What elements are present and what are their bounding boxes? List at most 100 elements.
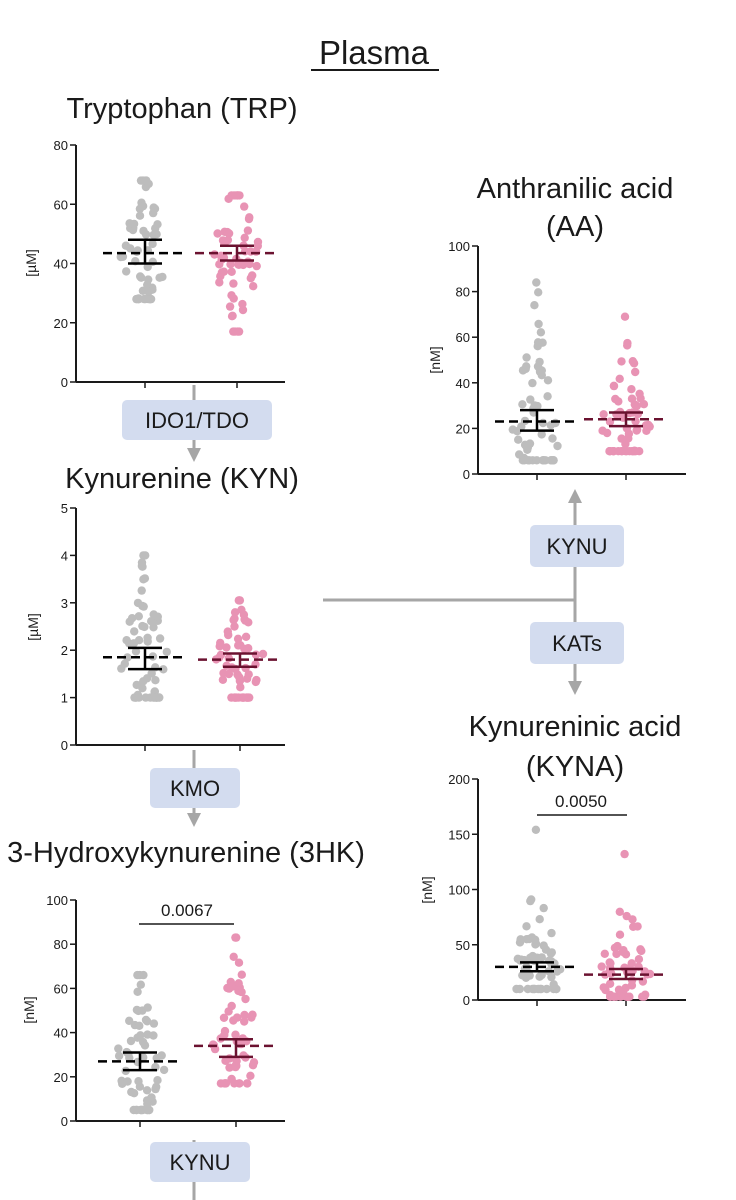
panel-aa-ytick-label: 0: [463, 467, 470, 482]
panel-aa-group2-point: [602, 428, 612, 438]
panel-aa-group1-point: [517, 422, 526, 431]
panel-aa-group1-point: [537, 366, 546, 375]
panel-aa-group1-point: [548, 434, 557, 443]
panel-kyn-group2-point: [236, 683, 245, 692]
panel-aa-plot: 0 20 40 60 80 100: [448, 239, 686, 482]
panel-trp-group1-point: [122, 267, 131, 276]
panel-aa-ytick-label: 60: [456, 330, 470, 345]
panel-trp-group2-point: [225, 302, 235, 311]
panel-kyn-group1-point: [143, 633, 152, 642]
panel-kyn-group1-point: [134, 693, 144, 702]
panel-3hk-group2-point: [230, 1079, 239, 1088]
panel-3hk-group2-point: [234, 958, 244, 967]
panel-kyn-group1-point: [154, 693, 164, 702]
panel-aa-group1-point: [537, 430, 546, 439]
panel-3hk-group1-point: [135, 1021, 144, 1030]
panel-kyna-group2-point: [625, 992, 634, 1001]
panel-kyna-ylabel: [nM]: [419, 876, 435, 903]
pathway-arrowheads: [187, 448, 582, 827]
panel-kyn-group2-point: [224, 669, 234, 679]
panel-trp-group1-point: [144, 179, 153, 189]
panel-kyna-group2-point: [597, 962, 606, 971]
panel-3hk-group2-point: [221, 1079, 230, 1088]
panel-kyna-group1-point: [537, 953, 546, 962]
panel-trp-group2-point: [238, 305, 248, 315]
panel-kyna-group1-point: [535, 915, 544, 924]
panel-trp-group1-point: [153, 220, 162, 229]
panel-aa-group2-point: [627, 394, 637, 403]
panel-3hk-ylabel: [nM]: [21, 996, 37, 1023]
panel-aa-group1-point: [534, 319, 543, 329]
panel-trp-group2-point: [244, 214, 254, 224]
panel-3hk: 3-Hydroxykynurenine (3HK) [nM] 0 20 40 60 80…: [7, 837, 365, 1129]
panel-trp-group1-point: [143, 262, 152, 272]
panel-trp-group1-point: [129, 219, 139, 229]
panel-kyn-ytick-label: 3: [61, 596, 68, 611]
panel-trp-group2-point: [224, 194, 233, 203]
panel-trp-group1-point: [118, 252, 128, 261]
panel-3hk-group2-point: [232, 933, 241, 942]
arrowhead-to-kyna: [568, 681, 582, 695]
panel-kyna-group1-point: [542, 984, 551, 994]
panel-3hk-group1-point: [127, 1087, 136, 1097]
panel-3hk-group1-point: [149, 1031, 158, 1040]
panel-kyn-group1-point: [125, 617, 134, 626]
panel-kyn-group2-point: [222, 643, 231, 652]
panel-aa-group1-point: [520, 456, 529, 465]
panel-kyn-ytick-label: 4: [61, 548, 68, 563]
panel-3hk-group1-point: [136, 980, 145, 989]
panel-3hk-ytick-label: 0: [61, 1114, 68, 1129]
panel-kyna-group2-point: [600, 949, 609, 958]
panel-aa-group2-point: [631, 367, 640, 377]
panel-kyna-group2-point: [636, 945, 645, 954]
panel-trp-plot: 0 20 40 60 80: [54, 138, 285, 390]
panel-3hk-plot: 0 20 40 60 80 100: [46, 893, 285, 1129]
panel-3hk-group1-point: [126, 1036, 136, 1046]
panel-kyna-group2-point: [601, 985, 610, 995]
panel-aa-group2-point: [620, 312, 630, 321]
panel-kyn-group1-point: [159, 665, 168, 674]
panel-aa-group2-point: [641, 421, 651, 430]
panel-kyn-group1-point: [151, 676, 160, 685]
panel-aa-group2-point: [628, 357, 637, 366]
panel-3hk-group2-point: [249, 1058, 259, 1067]
panel-trp-group2-point: [227, 267, 236, 276]
panel-aa-group2-point: [635, 389, 644, 398]
panel-kyna-group2-point: [605, 979, 615, 988]
panel-kyn-group2-point: [258, 649, 268, 659]
panel-kyna-group2-point: [614, 985, 624, 994]
panel-trp-group2-point: [251, 247, 261, 256]
enzyme-kynu-bottom-label: KYNU: [169, 1150, 230, 1175]
panel-aa-group2-point: [624, 429, 634, 438]
panel-trp-group2-point: [226, 260, 235, 269]
panel-kyn-group1-point: [153, 612, 162, 621]
panel-3hk-ytick-label: 60: [54, 981, 68, 996]
panel-kyna-group1-point: [539, 903, 548, 913]
panel-kyna-group2-point: [634, 955, 644, 964]
panel-3hk-group1-point: [133, 987, 142, 996]
panel-aa-group1-point: [549, 456, 558, 465]
panel-3hk-group2-point: [225, 1063, 234, 1072]
panel-aa-group2-point: [611, 394, 620, 404]
panel-kyna-group2-point: [639, 992, 649, 1001]
panel-kyna-plot: 0 50 100 150 200: [448, 772, 686, 1008]
panel-trp-group1-point: [149, 230, 158, 240]
panel-kyn-group1-point: [139, 551, 148, 560]
panel-kyn-group1-point: [132, 680, 141, 690]
panel-kyna-title: Kynureninic acid: [469, 711, 682, 743]
panel-aa-group2-point: [632, 425, 642, 434]
panel-trp-ytick-label: 40: [54, 257, 68, 272]
panel-trp-group1-point: [146, 294, 156, 304]
panel-kyna-group1-point: [547, 928, 556, 938]
panel-kyna-ytick-label: 150: [448, 827, 470, 842]
panel-trp-group2-point: [220, 238, 230, 247]
panel-kyn-group2-point: [237, 605, 246, 614]
panel-kyn-group1-point: [122, 636, 131, 645]
panel-trp-group2-point: [215, 278, 224, 287]
panel-3hk-group2-point: [231, 1030, 240, 1039]
panel-3hk-group2-point: [237, 987, 246, 997]
panel-3hk-group2-point: [220, 1030, 229, 1040]
panel-aa-group1-point: [543, 392, 552, 401]
panel-aa-group1-point: [526, 395, 535, 404]
